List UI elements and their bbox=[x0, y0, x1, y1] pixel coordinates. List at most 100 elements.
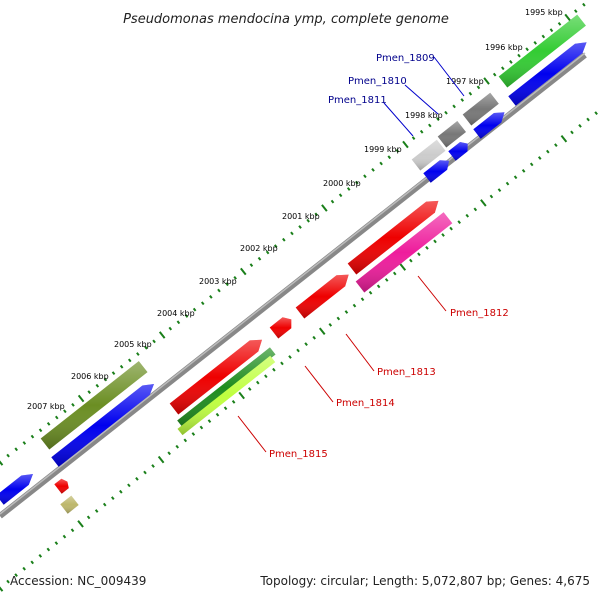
inner-ruler-tick bbox=[143, 470, 147, 475]
inner-ruler-tick bbox=[30, 560, 35, 565]
outer-ruler-tick bbox=[192, 307, 197, 312]
outer-ruler-tick bbox=[428, 123, 432, 128]
gene-gray-2-shading bbox=[437, 121, 466, 148]
inner-ruler-tick bbox=[336, 316, 341, 321]
inner-ruler-tick bbox=[14, 573, 18, 578]
inner-ruler-tick bbox=[318, 327, 326, 336]
outer-ruler-tick bbox=[395, 148, 400, 153]
inner-ruler-tick bbox=[537, 156, 542, 160]
tick-2002: 2002 kbp bbox=[240, 244, 278, 253]
gene-label-pmen-1810: Pmen_1810 bbox=[348, 76, 407, 87]
inner-ruler-tick bbox=[505, 181, 510, 186]
outer-ruler-tick bbox=[582, 2, 586, 7]
outer-ruler-tick bbox=[387, 155, 392, 160]
outer-ruler-tick bbox=[63, 409, 67, 414]
inner-ruler-tick bbox=[441, 233, 445, 237]
outer-ruler-tick bbox=[209, 295, 213, 299]
inner-ruler-tick bbox=[111, 496, 115, 501]
inner-ruler-tick bbox=[352, 303, 357, 308]
inner-ruler-tick bbox=[449, 226, 453, 231]
inner-ruler-tick bbox=[409, 258, 413, 263]
outer-ruler-tick bbox=[95, 383, 100, 388]
inner-ruler-tick bbox=[546, 149, 550, 154]
outer-ruler-tick bbox=[436, 117, 440, 121]
inner-ruler-tick bbox=[191, 432, 196, 436]
inner-ruler-tick bbox=[231, 400, 236, 404]
tick-1996: 1996 kbp bbox=[485, 43, 523, 52]
outer-ruler-tick bbox=[517, 53, 521, 58]
inner-ruler-tick bbox=[215, 412, 220, 417]
tick-1995: 1995 kbp bbox=[525, 8, 563, 17]
outer-ruler-tick bbox=[468, 91, 473, 96]
outer-ruler-tick bbox=[452, 104, 456, 109]
inner-ruler-tick bbox=[70, 528, 75, 533]
outer-ruler-tick bbox=[22, 441, 27, 445]
outer-ruler-tick bbox=[233, 275, 237, 280]
inner-ruler-tick bbox=[304, 342, 308, 346]
inner-ruler-tick bbox=[46, 547, 51, 552]
outer-ruler-tick bbox=[541, 34, 546, 39]
outer-ruler-tick bbox=[314, 212, 319, 217]
inner-ruler-tick bbox=[272, 367, 276, 372]
tick-2001: 2001 kbp bbox=[282, 212, 320, 221]
outer-ruler-tick bbox=[549, 28, 554, 33]
inner-ruler-tick bbox=[368, 290, 373, 295]
outer-ruler-tick bbox=[30, 434, 35, 439]
inner-ruler-tick bbox=[376, 284, 381, 289]
outer-ruler-tick bbox=[119, 364, 124, 369]
tick-2005: 2005 kbp bbox=[114, 340, 152, 349]
outer-ruler-tick bbox=[338, 193, 343, 198]
gene-blue-1-shading bbox=[508, 42, 587, 106]
inner-ruler-tick bbox=[102, 502, 107, 507]
tick-2007: 2007 kbp bbox=[27, 402, 65, 411]
gene-red-tiny-shading bbox=[54, 478, 69, 494]
outer-ruler-tick bbox=[176, 320, 181, 325]
inner-ruler-tick bbox=[247, 387, 252, 391]
gene-blue-5-shading bbox=[51, 384, 154, 467]
outer-ruler-tick bbox=[257, 256, 262, 261]
gene-red-long-shading bbox=[347, 200, 439, 275]
outer-ruler-tick bbox=[355, 180, 359, 185]
outer-ruler-tick bbox=[87, 390, 91, 395]
outer-ruler-tick bbox=[158, 331, 166, 339]
tick-2003: 2003 kbp bbox=[199, 277, 237, 286]
outer-ruler-tick bbox=[103, 377, 108, 382]
gene-red-2-shading bbox=[295, 274, 349, 319]
outer-ruler-tick bbox=[306, 218, 310, 223]
inner-ruler-tick bbox=[157, 455, 165, 464]
inner-ruler-tick bbox=[457, 220, 461, 225]
inner-ruler-tick bbox=[489, 194, 494, 199]
gene-label-pmen-1809: Pmen_1809 bbox=[376, 53, 435, 64]
gene-blue-2-shading bbox=[473, 112, 505, 139]
inner-ruler-tick bbox=[344, 310, 349, 314]
outer-ruler-tick bbox=[38, 428, 43, 433]
inner-ruler-tick bbox=[560, 134, 568, 143]
outer-ruler-tick bbox=[509, 60, 513, 64]
outer-ruler-tick bbox=[217, 288, 221, 293]
tick-2006: 2006 kbp bbox=[71, 372, 109, 381]
inner-ruler-tick bbox=[399, 263, 407, 271]
gene-green-top-shading bbox=[498, 14, 586, 88]
inner-ruler-tick bbox=[570, 130, 574, 135]
outer-ruler-tick bbox=[127, 358, 132, 363]
gene-gray-1-shading bbox=[462, 92, 499, 126]
inner-ruler-tick bbox=[392, 271, 397, 276]
inner-ruler-tick bbox=[288, 355, 292, 359]
callout-pmen-1815 bbox=[237, 415, 267, 453]
inner-ruler-tick bbox=[417, 252, 421, 257]
inner-ruler-tick bbox=[256, 380, 260, 385]
outer-ruler-tick bbox=[371, 168, 375, 172]
inner-ruler-tick bbox=[94, 509, 99, 513]
gene-label-pmen-1813: Pmen_1813 bbox=[377, 367, 436, 378]
inner-ruler-tick bbox=[433, 239, 437, 244]
outer-ruler-tick bbox=[136, 352, 140, 356]
outer-ruler-tick bbox=[290, 231, 294, 236]
gene-khaki-shading bbox=[60, 495, 79, 514]
inner-ruler-tick bbox=[296, 348, 300, 353]
inner-ruler-tick bbox=[38, 554, 43, 558]
outer-ruler-tick bbox=[77, 394, 85, 403]
outer-ruler-tick bbox=[492, 72, 497, 77]
gene-labels: Pmen_1809 Pmen_1810 Pmen_1811 Pmen_1812 … bbox=[269, 53, 509, 460]
outer-ruler-tick bbox=[14, 447, 18, 452]
accession-text: Accession: NC_009439 bbox=[10, 574, 146, 588]
